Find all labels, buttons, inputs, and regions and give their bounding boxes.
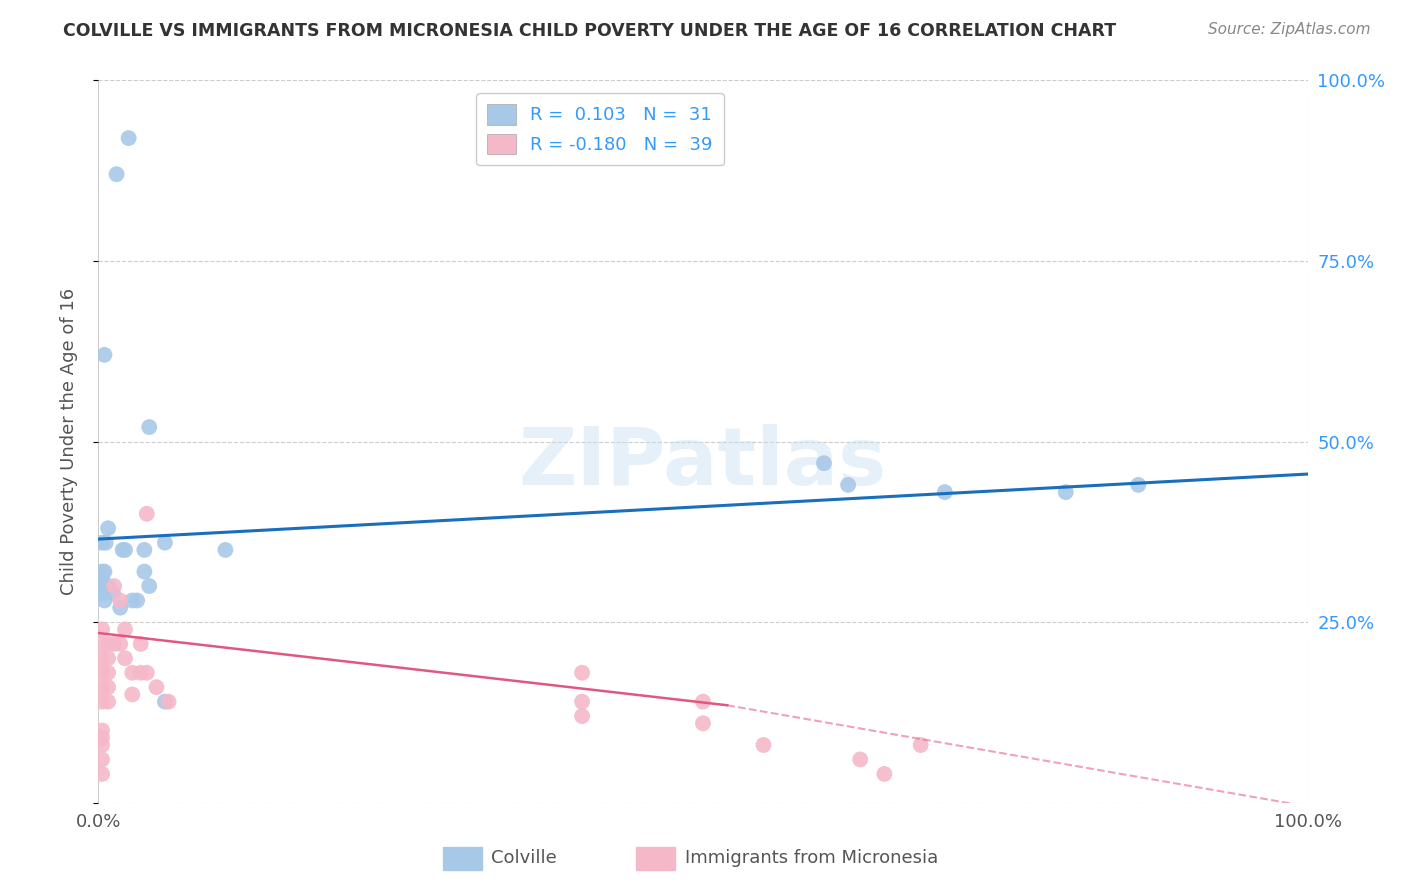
Point (214, 542, 236, 557)
Point (813, 456, 835, 470)
Point (91, 665, 114, 680)
Point (91, 738, 114, 752)
Point (101, 586, 124, 600)
Point (118, 131, 141, 145)
Bar (637, 847, 675, 870)
Point (1128, 478, 1150, 492)
Point (91, 623, 114, 637)
Point (692, 695, 714, 709)
Point (91, 680, 114, 694)
Point (103, 637, 125, 651)
Point (134, 565, 156, 579)
Point (571, 665, 593, 680)
Point (135, 665, 157, 680)
Point (145, 680, 167, 694)
Point (849, 752, 872, 766)
Point (571, 695, 593, 709)
Point (134, 542, 156, 557)
Text: Colville: Colville (492, 849, 557, 867)
Y-axis label: Child Poverty Under the Age of 16: Child Poverty Under the Age of 16 (59, 288, 77, 595)
Point (111, 542, 134, 557)
Point (97, 651, 120, 665)
Point (127, 593, 149, 607)
Point (103, 579, 125, 593)
Point (91, 752, 114, 766)
Point (114, 651, 136, 665)
Point (93, 348, 115, 362)
Point (121, 687, 143, 701)
Point (91, 767, 114, 781)
Point (97, 521, 120, 535)
Point (91, 579, 114, 593)
Point (153, 695, 176, 709)
Point (91, 565, 114, 579)
Point (94, 535, 117, 549)
Point (114, 623, 136, 637)
Text: COLVILLE VS IMMIGRANTS FROM MICRONESIA CHILD POVERTY UNDER THE AGE OF 16 CORRELA: COLVILLE VS IMMIGRANTS FROM MICRONESIA C… (63, 22, 1116, 40)
Point (692, 716, 714, 731)
Point (138, 420, 160, 434)
Point (129, 665, 152, 680)
Point (91, 695, 114, 709)
Point (910, 738, 932, 752)
Point (1054, 485, 1077, 500)
Point (934, 485, 956, 500)
Point (91, 637, 114, 651)
Legend: R =  0.103   N =  31, R = -0.180   N =  39: R = 0.103 N = 31, R = -0.180 N = 39 (477, 93, 724, 165)
Point (108, 600, 131, 615)
Text: Source: ZipAtlas.com: Source: ZipAtlas.com (1208, 22, 1371, 37)
Text: ZIPatlas: ZIPatlas (519, 425, 887, 502)
Point (91, 572, 114, 586)
Point (97, 695, 120, 709)
Point (91, 535, 114, 549)
Text: Immigrants from Micronesia: Immigrants from Micronesia (685, 849, 938, 867)
Point (91, 731, 114, 745)
Point (571, 709, 593, 723)
Point (97, 637, 120, 651)
Point (91, 651, 114, 665)
Point (121, 593, 143, 607)
Point (157, 695, 180, 709)
Point (837, 478, 859, 492)
Point (873, 767, 896, 781)
Point (108, 637, 131, 651)
Point (105, 167, 128, 181)
Point (97, 579, 120, 593)
Point (91, 586, 114, 600)
Point (91, 723, 114, 738)
Point (114, 542, 136, 557)
Point (108, 593, 131, 607)
Point (153, 535, 176, 549)
Point (97, 665, 120, 680)
Point (138, 579, 160, 593)
Point (135, 507, 157, 521)
Point (93, 593, 115, 607)
Point (121, 665, 143, 680)
Point (97, 680, 120, 694)
Point (93, 565, 115, 579)
Point (752, 738, 775, 752)
Point (129, 637, 152, 651)
Bar (443, 847, 482, 870)
